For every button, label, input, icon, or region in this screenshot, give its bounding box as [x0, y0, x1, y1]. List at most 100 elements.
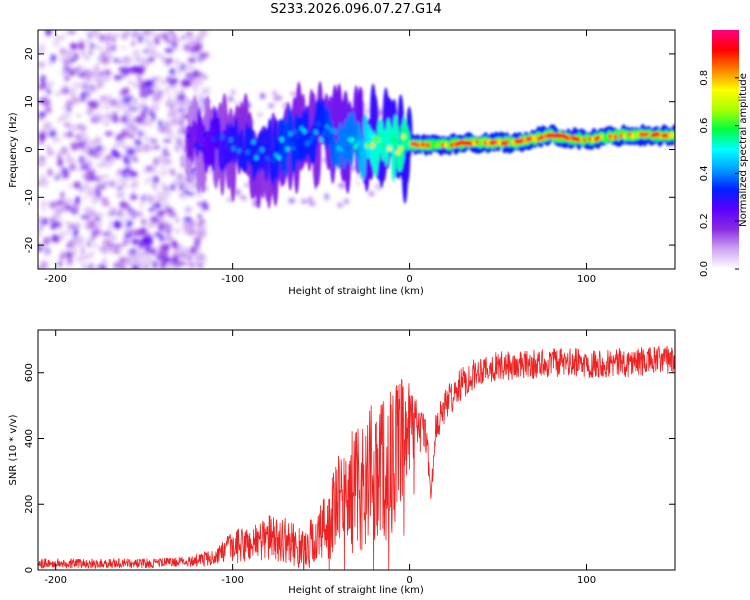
noise-blob	[240, 196, 247, 200]
noise-blob	[355, 182, 361, 186]
noise-blob	[167, 211, 177, 218]
noise-blob	[111, 179, 115, 188]
noise-blob	[141, 36, 149, 42]
ridge-peak	[276, 154, 282, 161]
noise-blob	[96, 112, 102, 120]
noise-blob	[60, 115, 65, 122]
noise-blob	[115, 249, 120, 254]
ridge-peak	[392, 137, 398, 143]
ridge-peak	[239, 150, 245, 157]
noise-blob	[160, 54, 166, 62]
noise-blob	[79, 243, 86, 249]
noise-blob	[83, 196, 88, 201]
noise-blob	[71, 144, 79, 151]
snr-frame	[37, 329, 676, 571]
noise-blob	[133, 84, 139, 89]
noise-blob	[189, 220, 196, 228]
noise-blob	[227, 96, 234, 102]
noise-blob	[143, 48, 148, 54]
noise-blob	[159, 245, 164, 249]
ridge-peak	[288, 131, 293, 137]
noise-blob	[65, 252, 74, 258]
ridge-peak	[290, 145, 296, 151]
noise-blob	[181, 112, 188, 118]
noise-blob	[109, 154, 113, 160]
noise-blob	[57, 158, 64, 167]
noise-blob	[92, 217, 102, 221]
noise-blob	[177, 245, 185, 251]
noise-blob	[47, 87, 51, 95]
noise-blob	[171, 169, 175, 177]
noise-blob	[181, 62, 186, 72]
noise-blob	[181, 35, 185, 41]
noise-blob	[152, 219, 160, 223]
noise-blob	[43, 252, 50, 257]
noise-blob	[161, 164, 166, 171]
noise-blob	[184, 249, 190, 258]
noise-blob	[192, 44, 202, 53]
noise-blob	[128, 108, 136, 113]
noise-blob	[201, 224, 207, 233]
noise-blob	[180, 89, 184, 95]
ridge-peak	[361, 139, 367, 146]
noise-blob	[192, 69, 199, 78]
noise-blob	[135, 249, 143, 258]
noise-blob	[91, 144, 96, 151]
noise-blob	[164, 48, 174, 53]
noise-blob	[187, 262, 194, 268]
noise-blob	[197, 255, 203, 261]
noise-blob	[133, 99, 138, 104]
noise-blob	[62, 106, 68, 110]
noise-blob	[167, 168, 172, 173]
noise-blob	[111, 44, 116, 52]
noise-blob	[308, 202, 316, 206]
y-tick-label: 0	[24, 567, 35, 573]
noise-blob	[349, 166, 357, 170]
noise-blob	[124, 110, 130, 115]
noise-blob	[94, 136, 102, 145]
noise-blob	[68, 58, 76, 63]
noise-blob	[119, 138, 125, 143]
noise-blob	[68, 163, 77, 171]
noise-blob	[121, 115, 127, 121]
ridge-core	[391, 139, 397, 182]
noise-blob	[38, 141, 43, 145]
noise-blob	[81, 263, 89, 269]
noise-blob	[146, 256, 154, 265]
noise-blob	[111, 37, 116, 43]
spectrogram-ylabel: Frequency (Hz)	[8, 112, 19, 188]
noise-blob	[104, 180, 112, 186]
noise-blob	[138, 262, 145, 267]
noise-blob	[138, 34, 143, 44]
noise-blob	[194, 250, 203, 255]
noise-blob	[86, 93, 91, 99]
noise-blob	[91, 31, 99, 39]
noise-blob	[110, 103, 120, 108]
noise-blob	[65, 100, 73, 109]
noise-blob	[175, 217, 180, 223]
noise-blob	[148, 110, 154, 116]
noise-blob	[81, 246, 85, 254]
ridge-peak	[191, 136, 197, 142]
noise-blob	[147, 195, 155, 204]
noise-blob	[54, 91, 62, 96]
ridge-peak	[228, 137, 234, 143]
ridge-peak	[378, 131, 384, 138]
ridge-peak	[344, 146, 350, 152]
noise-blob	[185, 31, 194, 38]
ridge-peak	[341, 135, 347, 141]
noise-blob	[192, 80, 199, 89]
noise-blob	[152, 202, 162, 209]
noise-blob	[177, 137, 181, 145]
noise-blob	[301, 199, 307, 203]
noise-blob	[153, 175, 159, 184]
ridge-peak	[370, 142, 375, 149]
noise-blob	[131, 41, 136, 46]
noise-blob	[151, 184, 158, 190]
noise-blob	[40, 74, 46, 84]
noise-blob	[172, 33, 177, 41]
noise-blob	[88, 32, 92, 39]
noise-blob	[155, 191, 166, 199]
noise-blob	[156, 198, 161, 205]
noise-blob	[96, 180, 102, 185]
